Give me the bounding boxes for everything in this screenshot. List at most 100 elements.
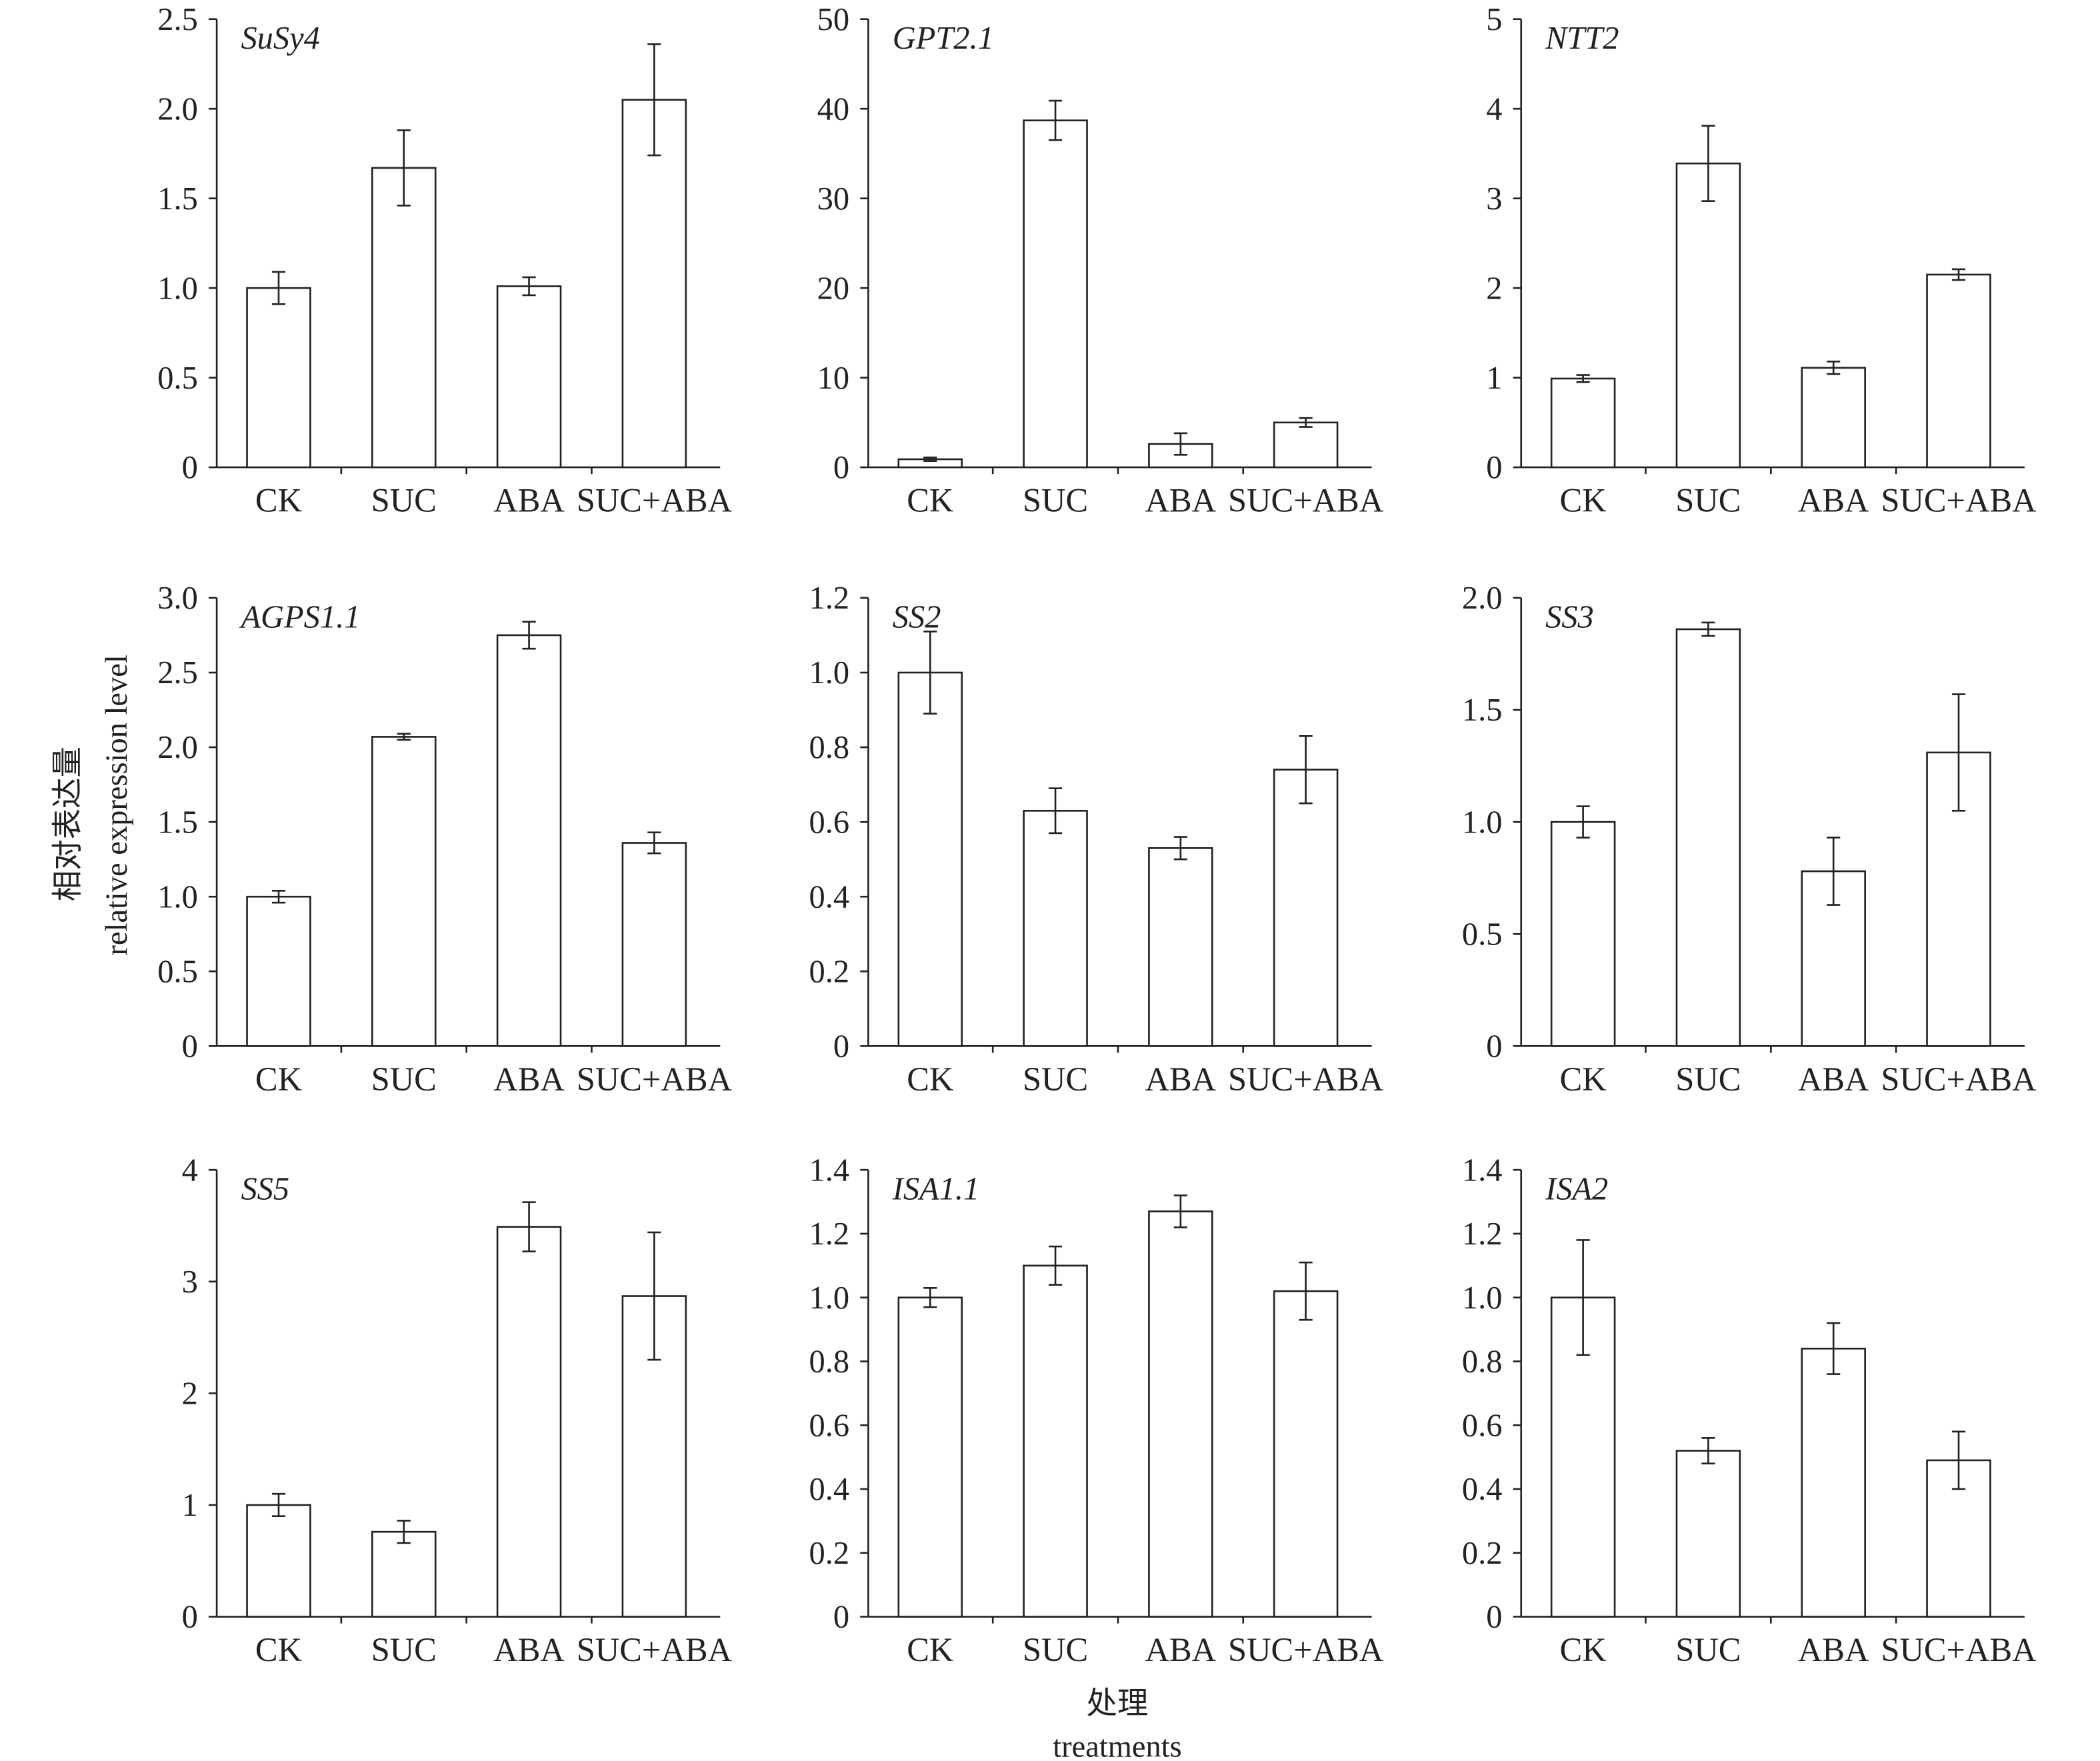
bar-aba <box>1801 1347 1866 1618</box>
x-tick-label: ABA <box>1145 1631 1217 1668</box>
bar-aba <box>1148 1210 1213 1618</box>
y-tick-label: 50 <box>817 2 849 37</box>
bar-aba <box>496 634 562 1047</box>
bar-ck <box>246 1504 311 1618</box>
bar-ck <box>1550 821 1616 1047</box>
x-tick-label: SUC+ABA <box>577 482 733 519</box>
chart-panel-ss2: 0 0.2 0.4 0.6 0.8 1.0 1.2 SS2 CK SUC ABA SUC+ABA <box>809 581 1384 1098</box>
x-tick-label: SUC <box>1023 1631 1088 1668</box>
y-tick-label: 0 <box>833 450 849 485</box>
y-tick-label: 1 <box>1486 361 1502 396</box>
y-tick-label: 0.8 <box>1462 1344 1503 1380</box>
y-tick-label: 3 <box>182 1264 198 1300</box>
x-tick-label: SUC <box>1675 1060 1741 1098</box>
bar-aba <box>496 1226 562 1618</box>
bar-ck <box>897 671 963 1047</box>
y-tick-label: 30 <box>817 181 849 217</box>
y-tick-label: 1.2 <box>1462 1216 1503 1252</box>
chart-title: SS5 <box>241 1172 289 1207</box>
y-tick-label: 5 <box>1486 2 1502 37</box>
bar-suc <box>371 1530 437 1618</box>
x-tick-label: ABA <box>493 1060 565 1098</box>
y-tick-label: 1.2 <box>809 581 850 616</box>
y-tick-label: 3.0 <box>157 581 198 616</box>
y-tick-label: 0 <box>833 1600 849 1635</box>
x-tick-label: SUC+ABA <box>1228 482 1384 519</box>
y-tick-label: 10 <box>817 361 849 396</box>
bar-ck <box>1550 377 1616 469</box>
x-tick-label: SUC+ABA <box>1228 1060 1384 1098</box>
chart-panel-susy4: 0 0.5 1.0 1.5 2.0 2.5 SuSy4 CK SUC ABA SUC+ABA <box>157 2 732 519</box>
chart-panel-isa2: 0 0.2 0.4 0.6 0.8 1.0 1.2 1.4 ISA2 CK SUC ABA SUC+AB… <box>1462 1152 2037 1668</box>
y-tick-label: 0 <box>182 1029 198 1064</box>
x-tick-label: CK <box>255 482 302 519</box>
y-tick-label: 0 <box>1486 1029 1502 1064</box>
bar-suc <box>371 736 437 1047</box>
y-tick-label: 1.0 <box>809 655 850 691</box>
x-tick-label: ABA <box>493 482 565 519</box>
y-tick-label: 1.5 <box>1462 693 1503 728</box>
x-tick-label: CK <box>907 1060 953 1098</box>
x-axis-label-cn: 处理 <box>1087 1687 1149 1721</box>
x-tick-label: SUC+ABA <box>1881 1631 2037 1668</box>
chart-title: SS3 <box>1545 599 1594 635</box>
x-tick-label: ABA <box>1798 482 1869 519</box>
y-tick-label: 0 <box>833 1029 849 1064</box>
chart-title: SS2 <box>893 599 941 635</box>
y-tick-label: 1.0 <box>1462 805 1503 840</box>
bar-aba <box>1148 847 1213 1047</box>
x-tick-label: ABA <box>493 1631 565 1668</box>
bar-suc-aba <box>1273 769 1339 1047</box>
chart-panel-ntt2: 0 1 2 3 4 5 NTT2 CK SUC ABA SUC+ABA <box>1486 2 2037 519</box>
chart-panel-ss5: 0 1 2 3 4 SS5 CK SUC ABA SUC+ABA <box>182 1152 733 1668</box>
chart-title: ISA1.1 <box>892 1172 980 1207</box>
bar-suc <box>1023 1264 1088 1618</box>
y-tick-label: 0.6 <box>1462 1408 1503 1443</box>
y-tick-label: 0.5 <box>157 361 198 396</box>
y-tick-label: 0 <box>182 450 198 485</box>
y-tick-label: 2.5 <box>157 2 198 37</box>
y-tick-label: 3 <box>1486 181 1502 217</box>
chart-title: AGPS1.1 <box>239 599 360 635</box>
x-tick-label: SUC <box>371 1060 437 1098</box>
bar-aba <box>496 285 562 469</box>
x-tick-label: ABA <box>1145 1060 1217 1098</box>
y-tick-label: 2 <box>1486 271 1502 306</box>
y-tick-label: 2.0 <box>157 91 198 127</box>
bar-suc-aba <box>621 99 687 469</box>
bar-suc-aba <box>621 842 687 1047</box>
y-tick-label: 0.8 <box>809 1344 850 1380</box>
x-tick-label: SUC+ABA <box>577 1631 733 1668</box>
y-tick-label: 1.2 <box>809 1216 850 1252</box>
y-tick-label: 0 <box>182 1600 198 1635</box>
bar-ck <box>1550 1296 1616 1618</box>
x-tick-label: CK <box>907 482 953 519</box>
chart-title: ISA2 <box>1545 1172 1608 1207</box>
y-tick-label: 1.0 <box>809 1280 850 1316</box>
bar-suc-aba <box>1926 273 1991 469</box>
chart-panel-agps11: 0 0.5 1.0 1.5 2.0 2.5 3.0 AGPS1.1 CK SUC ABA SUC+AB… <box>157 581 732 1098</box>
y-tick-label: 2 <box>182 1376 198 1411</box>
bar-suc <box>1023 119 1088 469</box>
x-tick-label: ABA <box>1798 1060 1869 1098</box>
y-tick-label: 0.2 <box>809 954 850 989</box>
y-tick-label: 1.5 <box>157 181 198 217</box>
bar-suc <box>1675 162 1741 469</box>
y-axis-label-en: relative expression level <box>100 655 134 955</box>
x-tick-label: SUC <box>371 482 437 519</box>
y-tick-label: 0.6 <box>809 805 850 840</box>
bar-ck <box>246 287 311 469</box>
x-tick-label: SUC <box>1675 1631 1741 1668</box>
y-tick-label: 0.5 <box>1462 916 1503 952</box>
y-tick-label: 0.2 <box>1462 1536 1503 1571</box>
x-tick-label: SUC <box>371 1631 437 1668</box>
x-tick-label: CK <box>1560 482 1607 519</box>
y-tick-label: 0.4 <box>1462 1472 1503 1507</box>
y-tick-label: 2.0 <box>157 730 198 765</box>
y-tick-label: 1.0 <box>157 271 198 306</box>
y-tick-label: 0.4 <box>809 879 850 914</box>
y-tick-label: 0.4 <box>809 1472 850 1507</box>
chart-panel-gpt21: 0 10 20 30 40 50 GPT2.1 CK SUC ABA SUC+ABA <box>817 2 1384 519</box>
y-axis-label-cn: 相对表达量 <box>51 747 85 901</box>
